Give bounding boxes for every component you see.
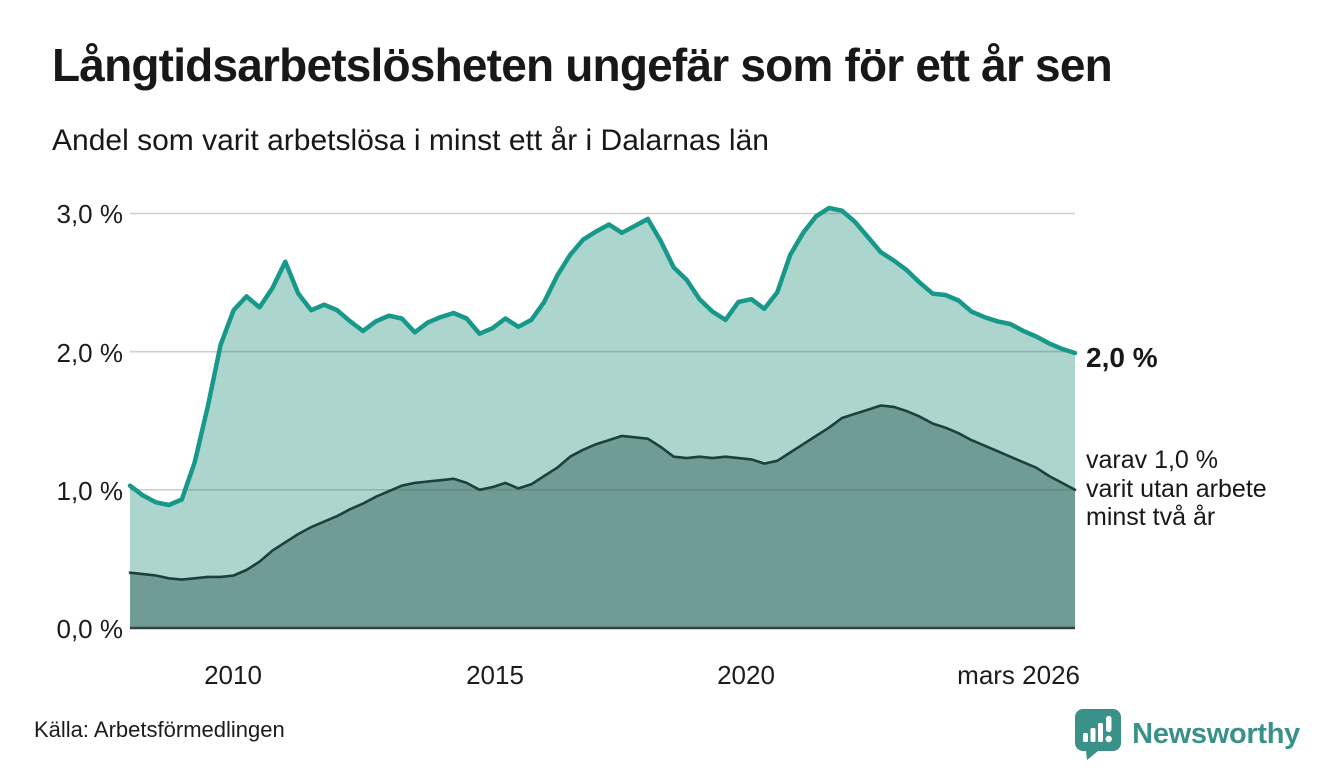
x-axis-tick-2015: 2015 [466,660,524,690]
gridlines [130,212,1075,491]
y-axis-tick-1: 1,0 % [56,476,124,506]
series-two-years-line [128,404,1077,581]
exclamation-dot [1105,735,1113,743]
x-axis-tick-mars-2026: mars 2026 [957,660,1080,690]
end-value-label-total: 2,0 % [1086,342,1158,373]
brand-logo: Newsworthy [1074,708,1300,760]
mini-bar-chart-icon [1083,716,1113,743]
y-axis-tick-0: 0,0 % [56,614,124,644]
page-title: Långtidsarbetslösheten ungefär som för e… [52,39,1113,91]
series-total-line [127,205,1078,508]
y-axis-tick-3: 3,0 % [56,199,124,229]
source-note: Källa: Arbetsförmedlingen [34,717,285,742]
exclamation-bar [1106,716,1112,732]
brand-name: Newsworthy [1132,717,1300,750]
x-axis-tick-2020: 2020 [717,660,775,690]
y-axis-tick-2: 2,0 % [56,338,124,368]
newsworthy-bubble-icon [1075,709,1122,760]
page-subtitle: Andel som varit arbetslösa i minst ett å… [52,124,769,157]
x-axis-tick-2010: 2010 [204,660,262,690]
end-value-label-two-years: varav 1,0 % varit utan arbete minst två … [1086,446,1267,531]
series-two-years-area [130,405,1075,628]
